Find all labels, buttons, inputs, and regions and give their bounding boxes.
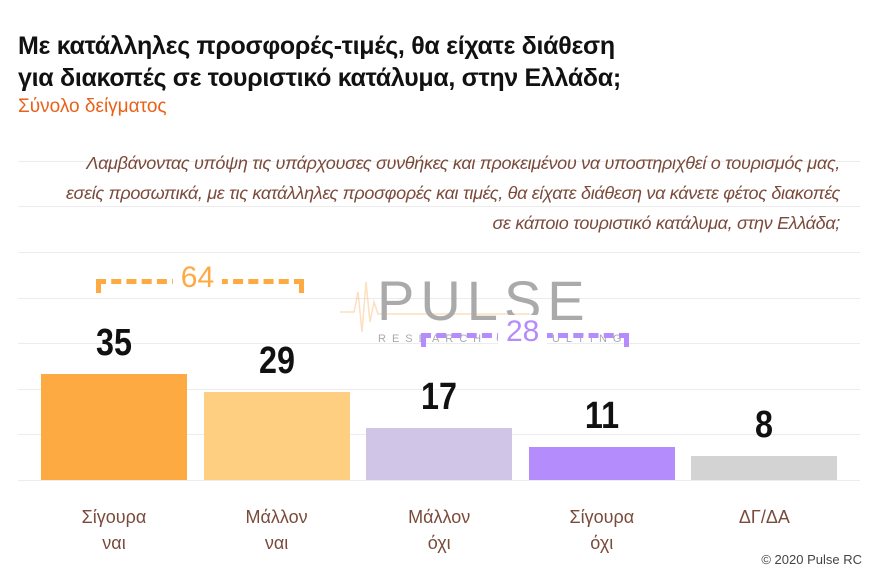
bar: [691, 455, 838, 480]
gridline: [18, 343, 860, 345]
bar: [41, 373, 187, 480]
group-total-label: 28: [498, 315, 548, 350]
category-label-line: ΔΓ/ΔΑ: [738, 507, 790, 527]
category-label-line: Σίγουρα: [81, 507, 147, 527]
category-label-line: Μάλλον: [408, 507, 471, 527]
data-label: 8: [755, 403, 774, 446]
gridline: [18, 252, 860, 253]
bar: [203, 392, 350, 480]
bar: [528, 446, 675, 480]
gridline: [18, 297, 860, 299]
category-label-line: ναι: [264, 533, 289, 553]
gridline: [18, 480, 860, 481]
gridline: [18, 206, 860, 208]
title-line-1: Με κατάλληλες προσφορές-τιμές, θα είχατε…: [18, 32, 615, 60]
bar: [366, 428, 513, 480]
category-label-line: όχι: [427, 533, 451, 553]
data-label: 35: [96, 321, 132, 364]
gridline: [18, 388, 860, 390]
category-label-line: Σίγουρα: [569, 507, 635, 527]
category-label: Σίγουρα ναι: [41, 504, 187, 556]
category-label: Μάλλον όχι: [366, 504, 512, 556]
chart-title: Με κατάλληλες προσφορές-τιμές, θα είχατε…: [18, 30, 621, 94]
pulse-logo: PULSE: [377, 269, 591, 332]
gridline: [18, 160, 860, 162]
copyright: © 2020 Pulse RC: [761, 552, 862, 567]
pulse-logo-pulse-icon: [340, 281, 530, 333]
category-label-line: όχι: [590, 533, 614, 553]
data-label: 17: [421, 376, 458, 419]
category-label-line: ναι: [102, 533, 126, 553]
category-label: Μάλλον ναι: [204, 504, 350, 556]
chart-subtitle: Σύνολο δείγματος: [18, 96, 167, 117]
data-label: 11: [584, 394, 619, 437]
category-label: ΔΓ/ΔΑ: [691, 504, 837, 556]
group-total-label: 64: [172, 260, 223, 295]
title-line-2: για διακοπές σε τουριστικό κατάλυμα, στη…: [18, 64, 621, 92]
category-label-line: Μάλλον: [245, 507, 308, 527]
data-label: 29: [258, 340, 295, 383]
category-label: Σίγουρα όχι: [529, 504, 675, 556]
question-text: Λαμβάνοντας υπόψη τις υπάρχουσες συνθήκε…: [65, 153, 840, 233]
